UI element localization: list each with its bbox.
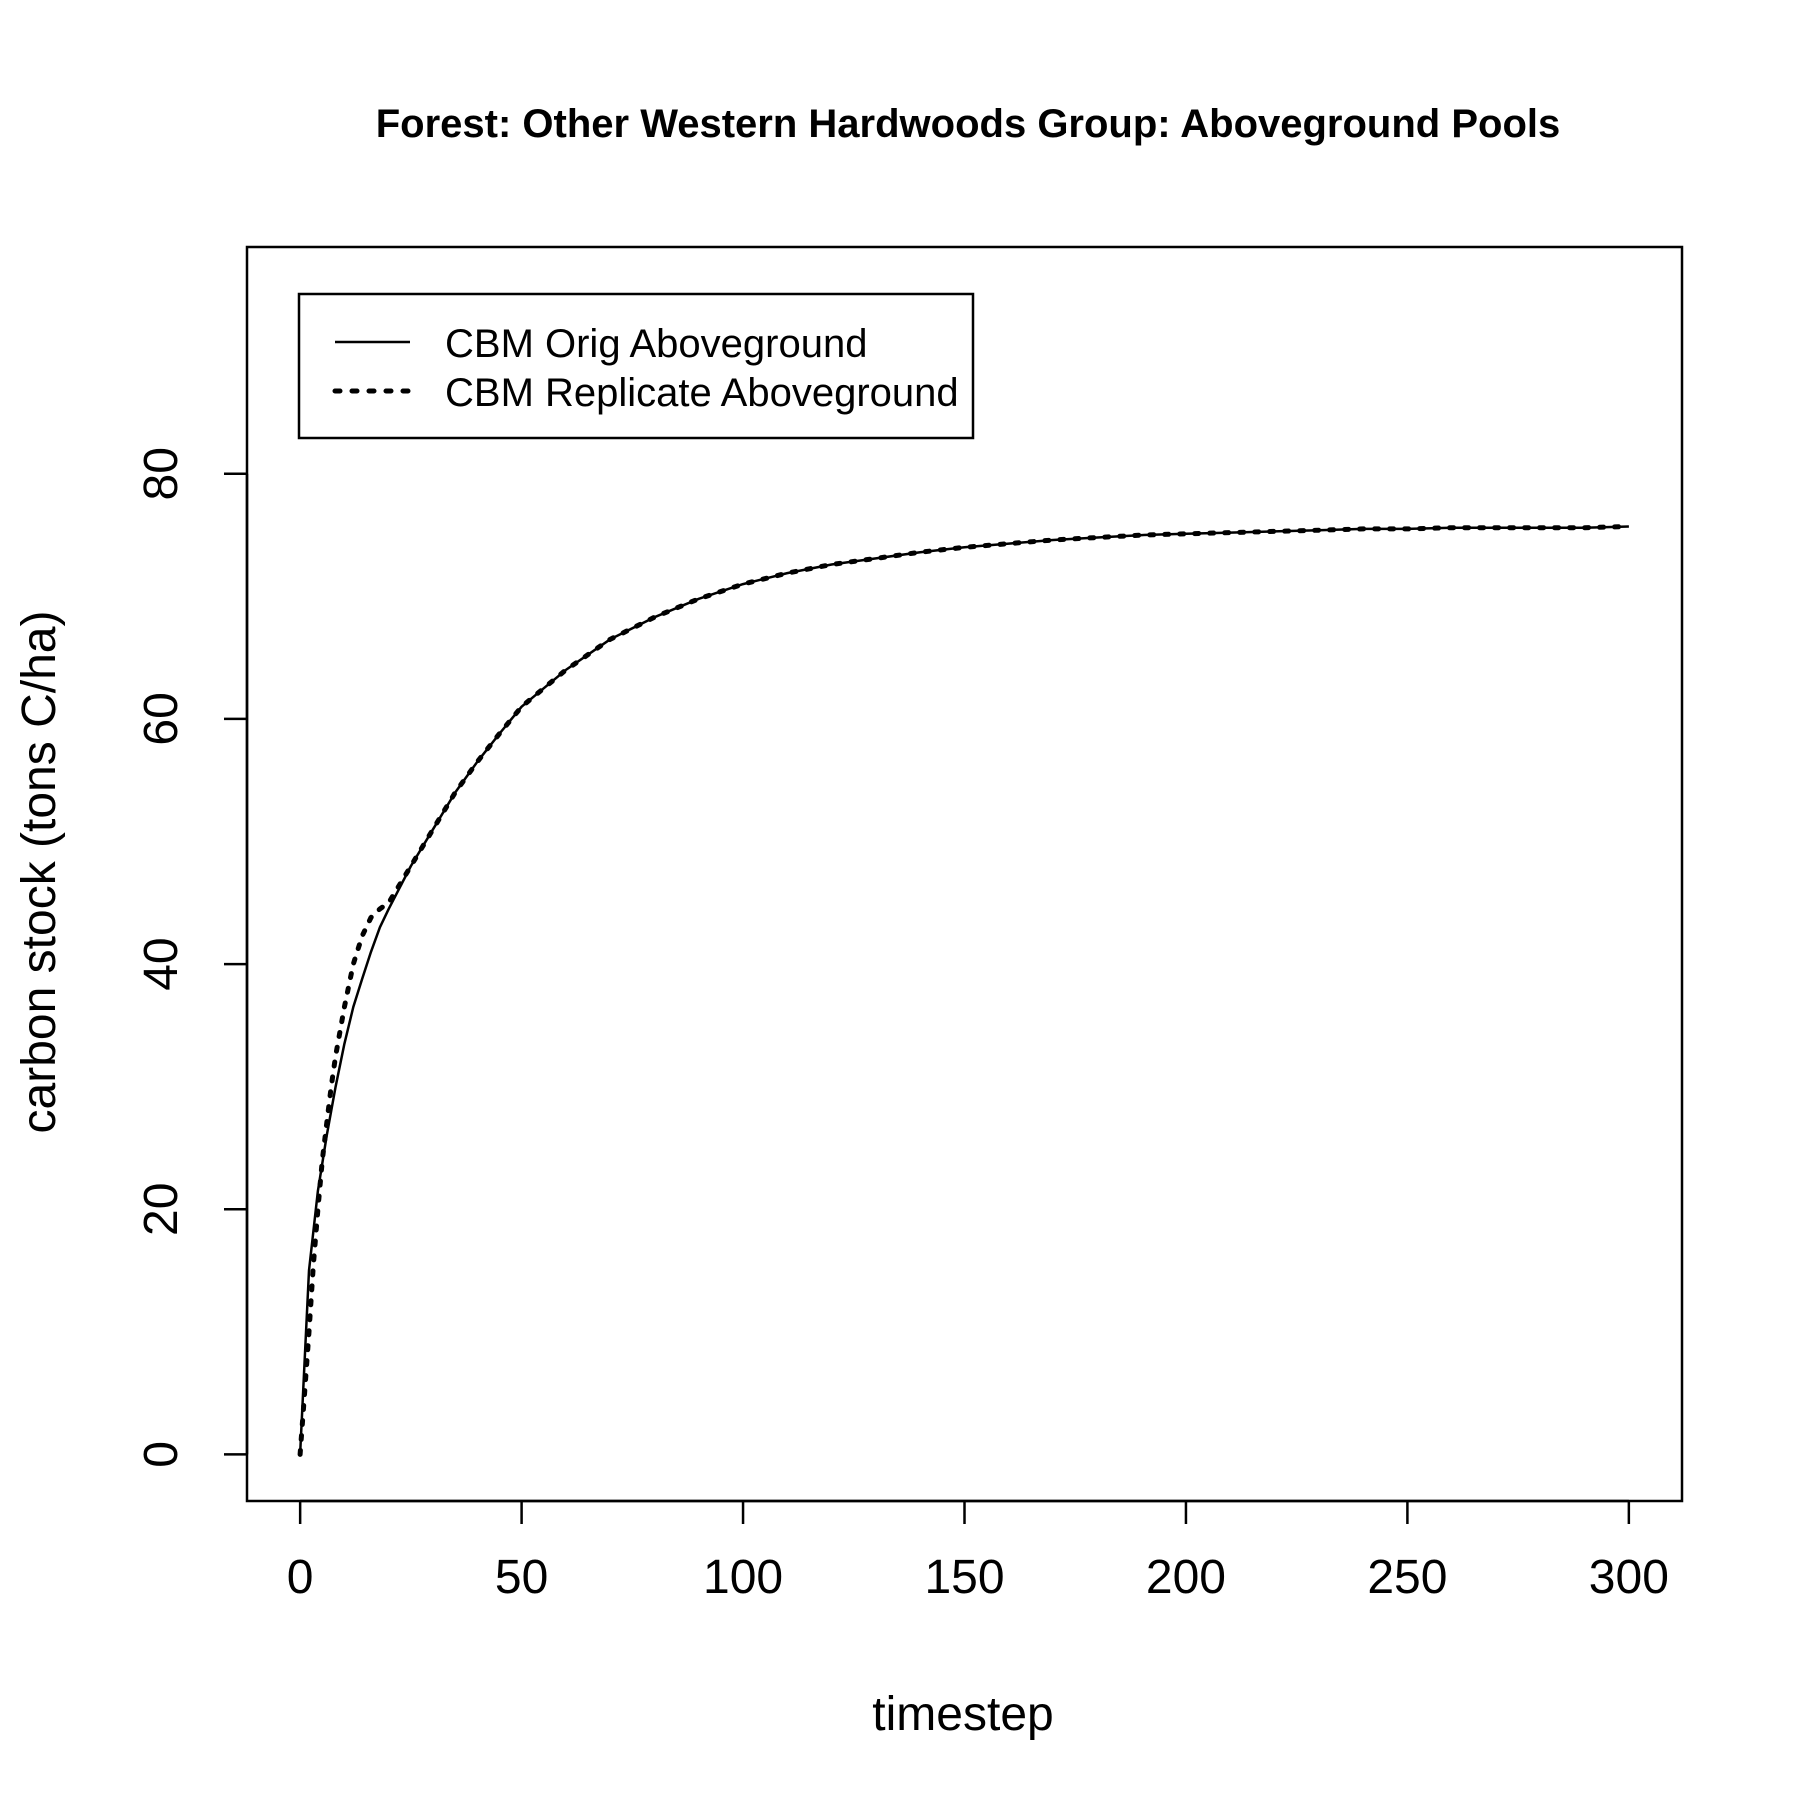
- legend-box: [297, 292, 975, 440]
- y-tick-label: 0: [135, 1441, 188, 1468]
- x-axis-label: timestep: [872, 1688, 1053, 1741]
- x-tick-label: 50: [495, 1551, 548, 1604]
- legend-label-replicate: CBM Replicate Aboveground: [445, 371, 959, 415]
- x-tick-label: 100: [703, 1551, 783, 1604]
- legend: CBM Orig Aboveground CBM Replicate Above…: [297, 292, 975, 440]
- x-tick-label: 200: [1146, 1551, 1226, 1604]
- chart-title: Forest: Other Western Hardwoods Group: A…: [376, 102, 1561, 146]
- series-layer: [297, 524, 1632, 1457]
- y-axis-label: carbon stock (tons C/ha): [13, 611, 66, 1134]
- x-tick-label: 300: [1589, 1551, 1669, 1604]
- y-tick-label: 60: [135, 692, 188, 745]
- y-tick-label: 40: [135, 937, 188, 990]
- legend-label-orig: CBM Orig Aboveground: [445, 322, 867, 366]
- y-axis: 0 20 40 60 80: [135, 447, 249, 1468]
- x-axis: 0 50 100 150 200 250 300: [287, 1499, 1669, 1604]
- series-line-replicate: [297, 524, 1632, 1457]
- x-tick-label: 0: [287, 1551, 314, 1604]
- y-tick-label: 80: [135, 447, 188, 500]
- y-tick-label: 20: [135, 1183, 188, 1236]
- x-tick-label: 150: [924, 1551, 1004, 1604]
- x-tick-label: 250: [1367, 1551, 1447, 1604]
